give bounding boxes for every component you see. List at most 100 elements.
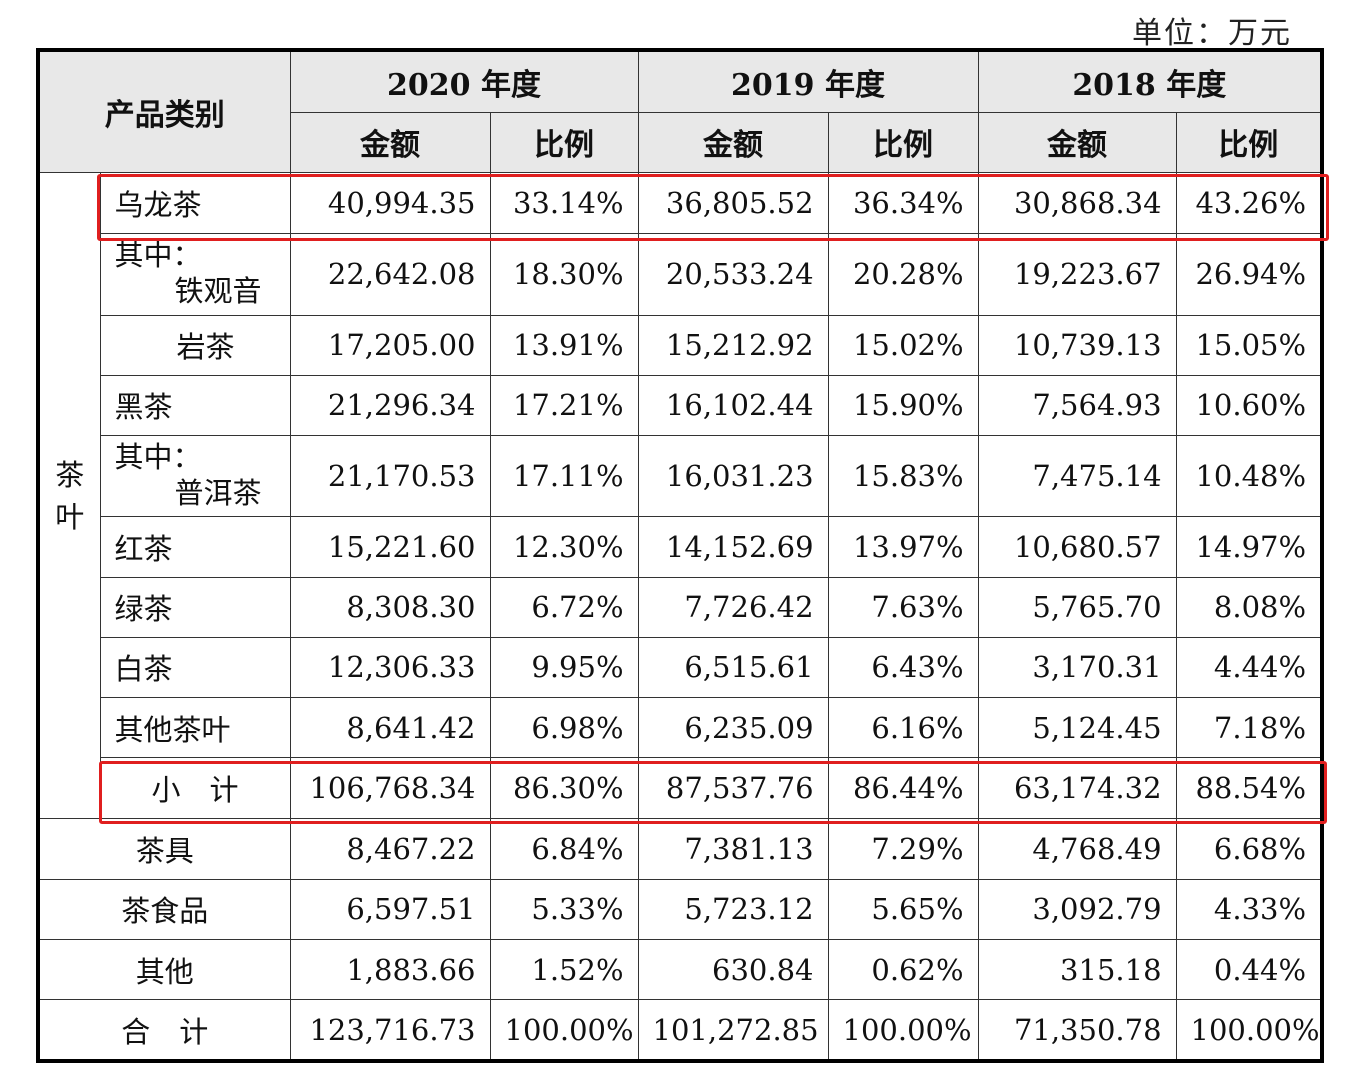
cell: 106,768.34 [289, 757, 491, 820]
table-row-lvcha: 绿茶 8,308.30 6.72% 7,726.42 7.63% 5,765.7… [38, 576, 1323, 638]
cell: 6.98% [489, 696, 639, 759]
cell: 6.68% [1175, 818, 1323, 880]
cell: 1,883.66 [289, 938, 491, 1001]
cell: 15.90% [827, 374, 979, 436]
cell: 86.44% [827, 757, 979, 820]
row-label: 茶具 [37, 818, 291, 880]
table-row-yancha: 岩茶 17,205.00 13.91% 15,212.92 15.02% 10,… [38, 314, 1323, 376]
cell: 1.52% [489, 938, 639, 1001]
cell: 15.83% [827, 434, 979, 518]
table-row-oolong: 茶 叶 乌龙茶 40,994.35 33.14% 36,805.52 36.34… [37, 171, 1323, 820]
cell: 100.00% [1175, 999, 1323, 1062]
row-label: 其中： 铁观音 [99, 233, 291, 316]
cell: 15.05% [1175, 314, 1323, 376]
cell: 36,805.52 [637, 171, 829, 235]
cell: 10.60% [1175, 374, 1323, 436]
row-label: 其他 [37, 938, 291, 1001]
cell: 88.54% [1175, 757, 1323, 820]
cell: 6,515.61 [637, 636, 829, 699]
cell: 18.30% [489, 233, 639, 316]
cell: 21,296.34 [289, 374, 491, 436]
cell: 16,102.44 [637, 374, 829, 436]
header-ratio: 比例 [827, 111, 979, 173]
cell: 20,533.24 [637, 233, 829, 316]
row-label: 小 计 [99, 757, 291, 820]
cell: 6.72% [489, 576, 639, 638]
table-row-others: 其他 1,883.66 1.52% 630.84 0.62% 315.18 0.… [37, 938, 1323, 1001]
cell: 5.65% [827, 878, 979, 940]
sales-by-product-table: 产品类别 2020 年度 2019 年度 2018 年度 金额 比例 金额 比例… [36, 48, 1325, 1063]
cell: 5,124.45 [977, 696, 1177, 759]
cell: 63,174.32 [977, 757, 1177, 820]
cell: 100.00% [489, 999, 639, 1062]
row-label: 其中： 普洱茶 [99, 434, 291, 518]
cell: 8.08% [1175, 576, 1323, 638]
cell: 8,641.42 [289, 696, 491, 759]
cell: 100.00% [827, 999, 979, 1062]
cell: 7.63% [827, 576, 979, 638]
cell: 7,726.42 [637, 576, 829, 638]
header-category: 产品类别 [37, 49, 291, 173]
header-ratio: 比例 [1175, 111, 1323, 173]
header-year-2019: 2019 年度 [637, 49, 979, 113]
table-row-heicha: 黑茶 21,296.34 17.21% 16,102.44 15.90% 7,5… [38, 374, 1323, 436]
cell: 6.16% [827, 696, 979, 759]
cell: 123,716.73 [289, 999, 491, 1062]
cell: 7.29% [827, 818, 979, 880]
cell: 33.14% [489, 171, 639, 235]
cell: 8,308.30 [289, 576, 491, 638]
cell: 16,031.23 [637, 434, 829, 518]
tea-group-label: 茶 叶 [37, 171, 101, 820]
cell: 5.33% [489, 878, 639, 940]
table-row-total: 合 计 123,716.73 100.00% 101,272.85 100.00… [37, 999, 1323, 1062]
row-label: 绿茶 [99, 576, 291, 638]
header-year-2018: 2018 年度 [977, 49, 1323, 113]
cell: 71,350.78 [977, 999, 1177, 1062]
cell: 6,597.51 [289, 878, 491, 940]
header-amount: 金额 [637, 111, 829, 173]
row-label: 其他茶叶 [99, 696, 291, 759]
cell: 17.21% [489, 374, 639, 436]
cell: 15.02% [827, 314, 979, 376]
cell: 12.30% [489, 516, 639, 578]
cell: 5,765.70 [977, 576, 1177, 638]
cell: 40,994.35 [289, 171, 491, 235]
cell: 3,092.79 [977, 878, 1177, 940]
cell: 6,235.09 [637, 696, 829, 759]
cell: 3,170.31 [977, 636, 1177, 699]
cell: 7.18% [1175, 696, 1323, 759]
cell: 36.34% [827, 171, 979, 235]
cell: 4.44% [1175, 636, 1323, 699]
cell: 0.62% [827, 938, 979, 1001]
cell: 26.94% [1175, 233, 1323, 316]
unit-label: 单位：万元 [1132, 16, 1292, 51]
cell: 14.97% [1175, 516, 1323, 578]
table-row-tieguanyin: 其中： 铁观音 22,642.08 18.30% 20,533.24 20.28… [38, 233, 1323, 316]
cell: 101,272.85 [637, 999, 829, 1062]
header-amount: 金额 [289, 111, 491, 173]
cell: 6.84% [489, 818, 639, 880]
header-year-2020: 2020 年度 [289, 49, 639, 113]
cell: 22,642.08 [289, 233, 491, 316]
cell: 19,223.67 [977, 233, 1177, 316]
row-label: 茶食品 [37, 878, 291, 940]
cell: 30,868.34 [977, 171, 1177, 235]
table-row-subtotal: 小 计 106,768.34 86.30% 87,537.76 86.44% 6… [38, 757, 1323, 820]
table-row-baicha: 白茶 12,306.33 9.95% 6,515.61 6.43% 3,170.… [38, 636, 1323, 699]
cell: 13.91% [489, 314, 639, 376]
cell: 8,467.22 [289, 818, 491, 880]
cell: 15,221.60 [289, 516, 491, 578]
table-row-teaware: 茶具 8,467.22 6.84% 7,381.13 7.29% 4,768.4… [37, 818, 1323, 880]
cell: 10,739.13 [977, 314, 1177, 376]
cell: 7,381.13 [637, 818, 829, 880]
row-label: 合 计 [37, 999, 291, 1062]
cell: 10,680.57 [977, 516, 1177, 578]
row-label: 乌龙茶 [99, 171, 291, 235]
cell: 17,205.00 [289, 314, 491, 376]
cell: 0.44% [1175, 938, 1323, 1001]
cell: 630.84 [637, 938, 829, 1001]
header-ratio: 比例 [489, 111, 639, 173]
cell: 10.48% [1175, 434, 1323, 518]
cell: 9.95% [489, 636, 639, 699]
cell: 4.33% [1175, 878, 1323, 940]
